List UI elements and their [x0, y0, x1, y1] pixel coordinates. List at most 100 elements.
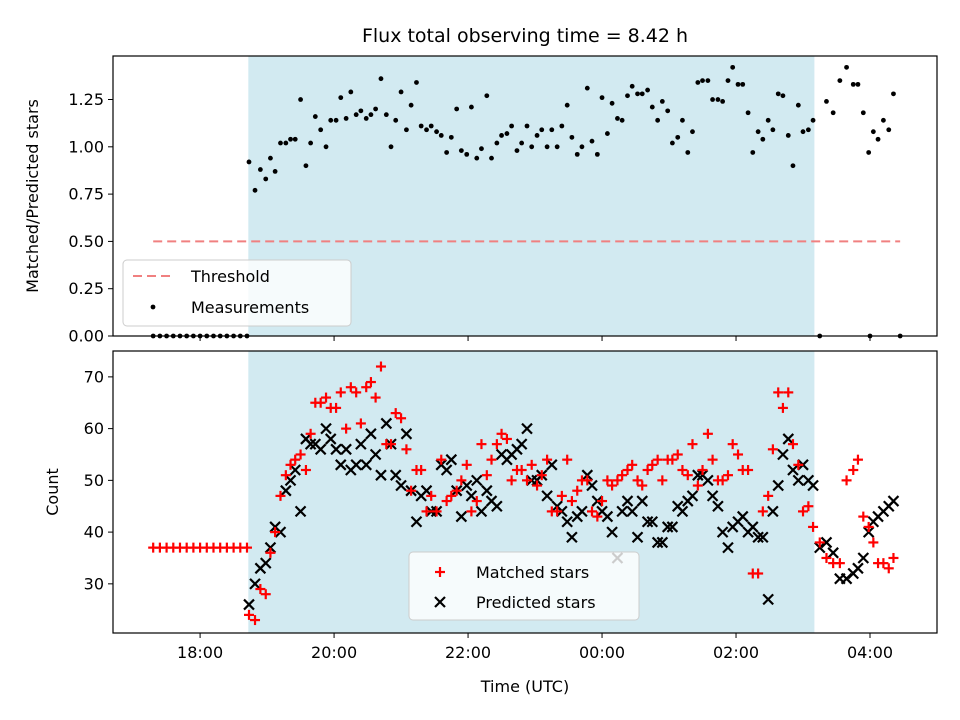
matched-star-point — [335, 387, 346, 398]
predicted-star-point — [410, 515, 423, 528]
measurement-point — [353, 112, 359, 118]
predicted-star-point — [360, 459, 373, 471]
measurement-point — [866, 150, 872, 155]
measurement-point — [705, 78, 711, 83]
measurement-point — [448, 134, 454, 140]
measurement-point — [283, 140, 289, 146]
matched-star-point — [702, 428, 713, 439]
predicted-star-point — [243, 598, 255, 611]
predicted-star-point — [445, 453, 458, 466]
bottom-axes: 30 40 50 60 70 18:00 20:00 22:00 00:00 02:00 04:0… — [43, 350, 938, 696]
predicted-star-point — [521, 422, 533, 435]
measurement-point — [288, 136, 293, 142]
matched-star-point — [321, 392, 332, 403]
measurement-point — [368, 112, 374, 118]
matched-star-point — [777, 402, 788, 413]
x-tick-label: 04:00 — [847, 643, 893, 662]
measurement-point — [795, 102, 801, 108]
matched-star-point — [682, 470, 693, 481]
measurement-point — [378, 76, 384, 82]
measurement-point — [318, 127, 324, 133]
measurement-point — [574, 151, 580, 157]
matched-star-point — [446, 490, 457, 501]
matched-star-point — [763, 490, 774, 501]
matched-star-point — [607, 480, 618, 491]
predicted-star-point — [515, 438, 528, 450]
measurement-point — [690, 129, 695, 135]
measurement-point — [805, 127, 811, 133]
predicted-star-point — [736, 510, 749, 523]
matched-star-point — [365, 377, 376, 388]
matched-star-point — [697, 465, 708, 476]
matched-star-point — [652, 454, 663, 465]
measurement-point — [785, 133, 791, 138]
predicted-star-point — [666, 521, 679, 533]
measurement-point — [474, 155, 480, 161]
measurement-point — [444, 150, 450, 155]
predicted-star-point — [259, 557, 272, 569]
measurement-point — [458, 148, 464, 153]
measurement-point — [850, 81, 856, 87]
predicted-star-point — [746, 521, 759, 533]
matched-star-point — [667, 454, 678, 465]
predicted-star-point — [491, 500, 503, 513]
measurement-point — [750, 150, 756, 155]
predicted-star-point — [716, 526, 729, 538]
matched-star-point — [617, 470, 628, 481]
measurement-point — [268, 155, 273, 161]
matched-star-point — [441, 496, 452, 507]
legend-matched-label: Matched stars — [476, 563, 589, 582]
matched-star-point — [642, 465, 653, 476]
legend-predicted-label: Predicted stars — [476, 593, 596, 612]
measurement-point — [780, 93, 786, 99]
x-tick-label: 18:00 — [177, 643, 223, 662]
legend-top: Threshold Measurements — [122, 259, 352, 327]
measurement-point — [424, 127, 429, 133]
matched-star-point — [386, 439, 397, 450]
y-tick-label: 1.25 — [68, 90, 104, 109]
measurement-point — [263, 176, 269, 182]
predicted-star-point — [304, 438, 317, 450]
measurement-point — [454, 106, 460, 112]
measurement-point — [519, 140, 525, 146]
matched-star-point — [542, 454, 553, 465]
predicted-star-point — [375, 469, 387, 481]
predicted-star-point — [314, 443, 327, 456]
matched-star-point — [632, 475, 643, 486]
matched-star-point — [672, 449, 683, 460]
measurement-point — [645, 87, 650, 93]
measurement-point — [569, 134, 575, 140]
predicted-star-point — [280, 484, 292, 497]
predicted-star-point — [762, 593, 774, 606]
count-axis-label: Count — [43, 468, 62, 516]
measurement-point — [418, 123, 424, 129]
measurement-point — [408, 102, 414, 108]
predicted-star-point — [369, 448, 382, 461]
matched-star-point — [290, 454, 301, 465]
measurement-point — [388, 144, 394, 150]
legend-predicted-swatch — [434, 596, 446, 608]
measurement-point — [252, 187, 258, 193]
matched-star-point — [466, 506, 477, 517]
measurement-point — [740, 81, 746, 87]
measurement-point — [438, 133, 444, 138]
predicted-star-point — [757, 531, 769, 544]
predicted-star-point — [475, 505, 488, 518]
y-axis-label: Matched/Predicted stars — [23, 99, 42, 293]
matched-star-point — [637, 480, 648, 491]
measurement-point — [292, 136, 298, 142]
matched-star-point — [602, 475, 613, 486]
measurement-point — [665, 108, 671, 114]
matched-star-point — [351, 387, 362, 398]
measurement-point — [824, 99, 829, 104]
y-tick-label: 0.50 — [68, 232, 104, 251]
measurement-point — [629, 83, 635, 89]
measurement-point — [639, 91, 645, 97]
matched-star-point — [275, 490, 286, 501]
y-tick-label: 60 — [84, 419, 104, 438]
measurement-point — [599, 95, 605, 101]
matched-star-point — [733, 449, 744, 460]
x-tick-label: 22:00 — [445, 643, 491, 662]
measurement-point — [594, 151, 600, 157]
